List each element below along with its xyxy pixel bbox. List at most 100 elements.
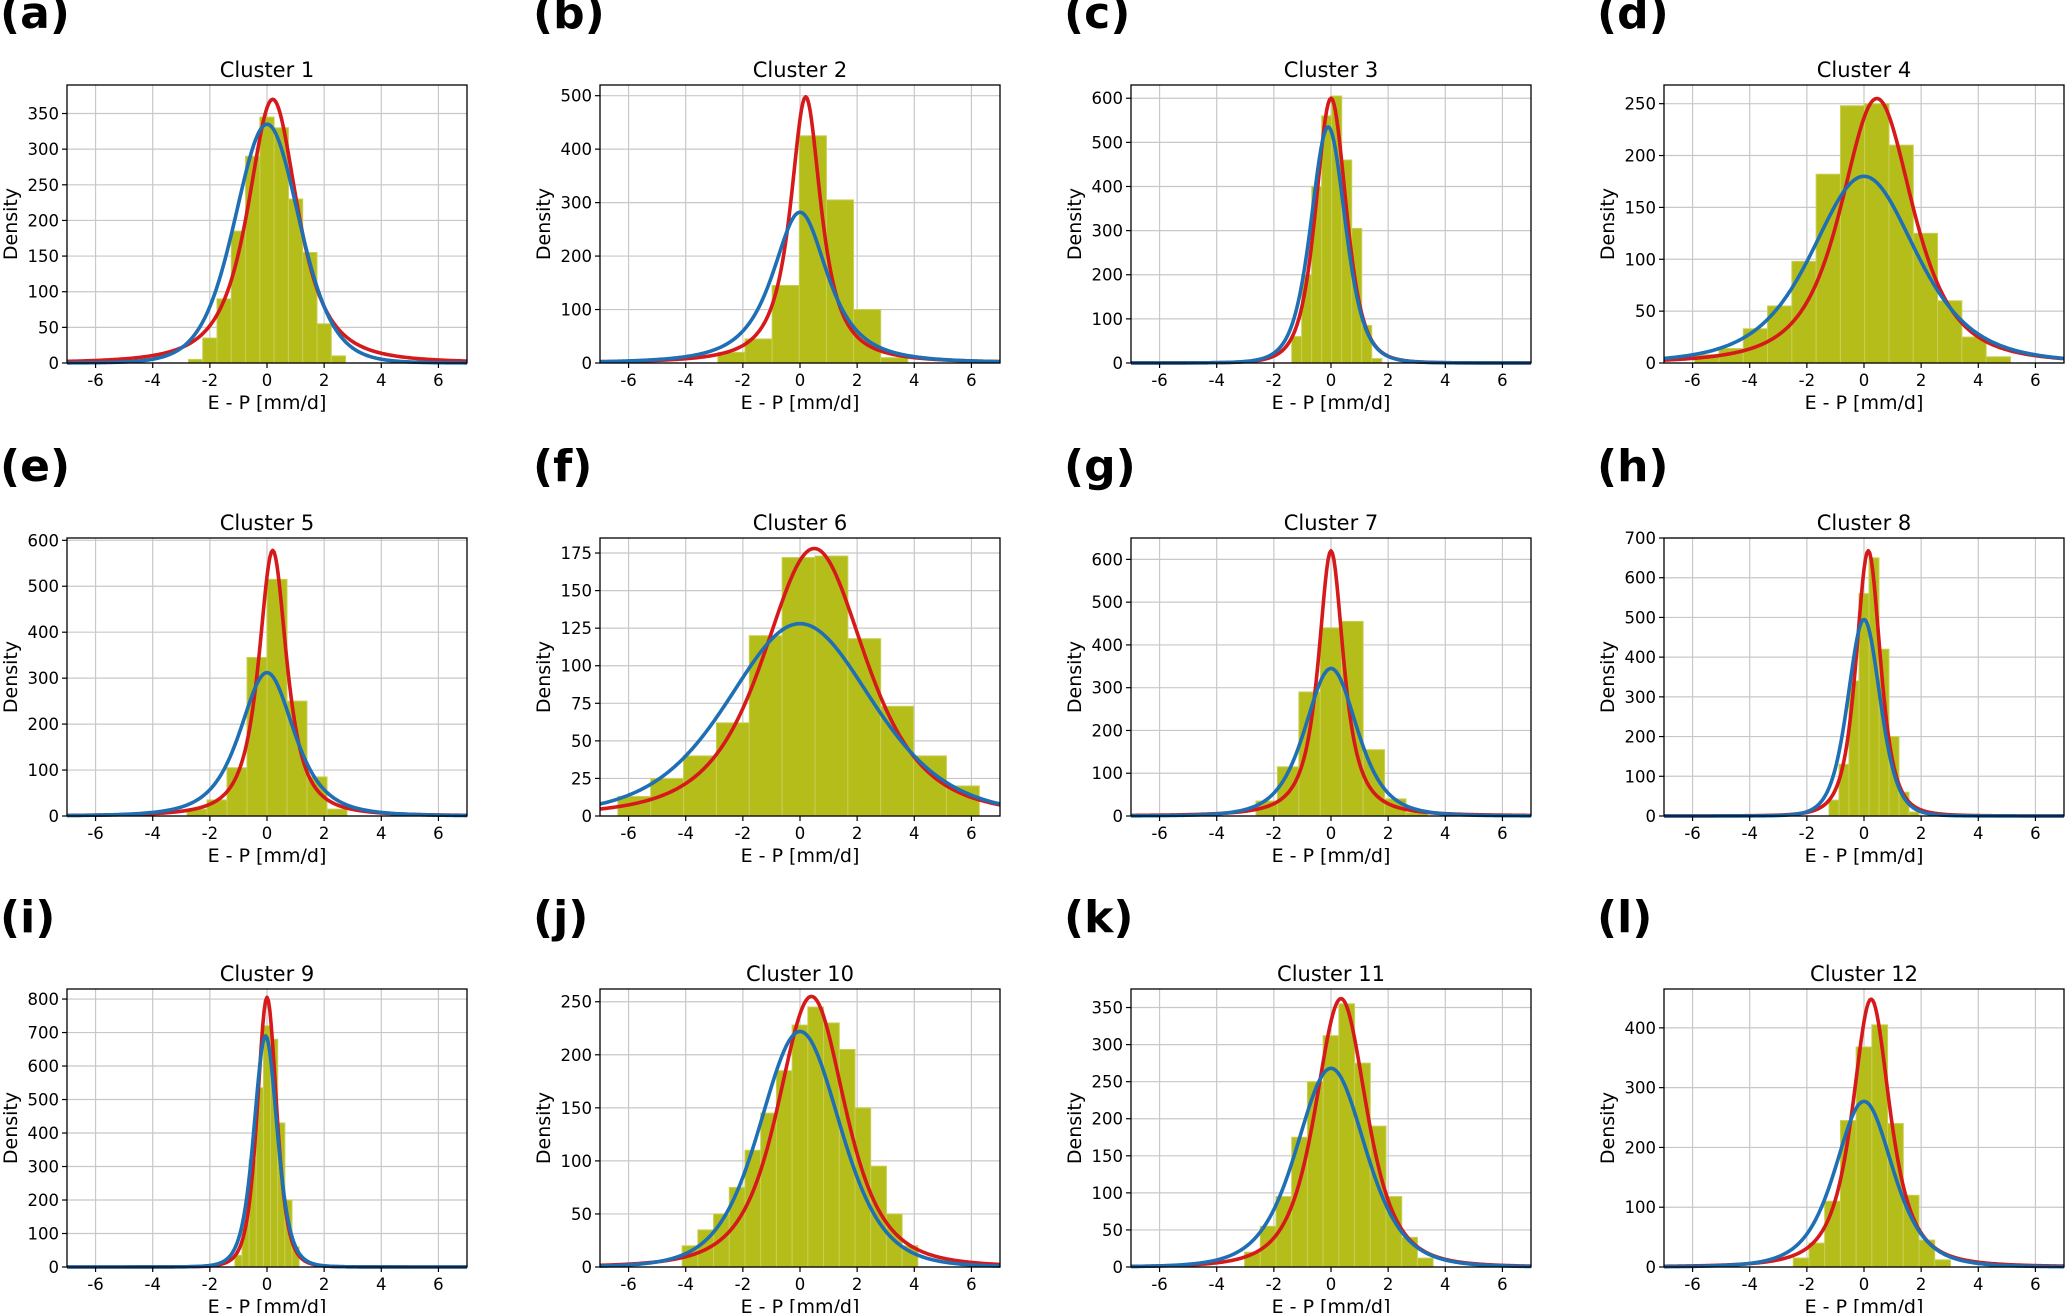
y-tick-label: 200: [1625, 728, 1657, 747]
y-tick-label: 250: [1092, 1073, 1124, 1092]
blue-fit-curve: [1130, 666, 1532, 818]
blue-fit-curve: [66, 670, 468, 818]
y-tick-label: 400: [1625, 648, 1657, 667]
x-tick-label: -2: [202, 371, 218, 390]
x-tick-label: 4: [909, 824, 920, 843]
x-tick-label: -2: [1799, 371, 1815, 390]
x-tick-label: -6: [620, 824, 636, 843]
plot-title: Cluster 4: [1817, 58, 1912, 82]
x-tick-label: 0: [262, 824, 273, 843]
x-tick-label: 0: [795, 824, 806, 843]
x-tick-label: -4: [1208, 1275, 1224, 1294]
y-axis-label: Density: [1597, 641, 1619, 713]
x-tick-label: 6: [1497, 824, 1508, 843]
histogram-bar: [683, 755, 717, 817]
plot-title: Cluster 10: [746, 962, 854, 986]
y-tick-label: 200: [28, 1191, 60, 1210]
red-fit-curve: [66, 97, 468, 364]
y-axis-label: Density: [533, 641, 555, 713]
x-tick-label: 6: [2030, 1275, 2041, 1294]
blue-fit-curve: [1663, 174, 2065, 361]
histogram-bar: [202, 337, 218, 364]
x-tick-label: 6: [966, 371, 977, 390]
y-tick-label: 700: [28, 1024, 60, 1043]
histogram-bar: [1791, 260, 1817, 364]
y-tick-label: 100: [1625, 250, 1657, 269]
x-tick-label: -2: [1266, 824, 1282, 843]
x-axis-label: E - P [mm/d]: [1272, 1296, 1391, 1313]
subplot-5: (e) Cluster 5 -6 -4 -2 0 2 4 6 0 100 200 300 400 500 60…: [0, 441, 468, 867]
histogram-bar: [1319, 627, 1343, 817]
y-axis-label: Density: [1064, 641, 1086, 713]
blue-fit-curve: [1130, 1066, 1532, 1269]
x-tick-label: 4: [376, 1275, 387, 1294]
y-tick-label: 400: [1625, 1019, 1657, 1038]
x-tick-label: -2: [1799, 824, 1815, 843]
y-tick-label: 100: [1092, 310, 1124, 329]
x-tick-label: -4: [144, 824, 160, 843]
blue-fit-curve: [599, 621, 1001, 806]
y-axis-label: Density: [1064, 1092, 1086, 1164]
x-tick-label: 4: [909, 371, 920, 390]
y-tick-label: 75: [571, 694, 592, 713]
x-tick-label: 2: [1383, 1275, 1394, 1294]
x-tick-label: 4: [1973, 371, 1984, 390]
y-tick-label: 200: [28, 715, 60, 734]
x-tick-label: -2: [202, 824, 218, 843]
red-fit-curve: [1663, 96, 2065, 362]
y-tick-label: 150: [561, 1099, 593, 1118]
plot-title: Cluster 6: [753, 511, 848, 535]
y-tick-label: 100: [1092, 764, 1124, 783]
y-tick-label: 200: [561, 1046, 593, 1065]
x-tick-label: 0: [795, 1275, 806, 1294]
histogram-bar: [316, 323, 332, 364]
x-tick-label: -6: [620, 1275, 636, 1294]
x-tick-label: -2: [735, 824, 751, 843]
x-tick-label: -2: [202, 1275, 218, 1294]
x-tick-label: -4: [144, 371, 160, 390]
x-tick-label: 2: [1916, 1275, 1927, 1294]
x-axis-label: E - P [mm/d]: [208, 392, 327, 414]
panel-label: (f): [533, 441, 592, 492]
x-tick-label: -4: [1741, 371, 1757, 390]
histogram-bar: [823, 1022, 840, 1268]
blue-fit-curve: [1663, 1099, 2065, 1269]
x-tick-label: 0: [1326, 824, 1337, 843]
x-tick-label: -2: [1799, 1275, 1815, 1294]
y-tick-label: 600: [1092, 550, 1124, 569]
x-axis-label: E - P [mm/d]: [1805, 392, 1924, 414]
x-tick-label: 2: [319, 1275, 330, 1294]
histogram-bar: [838, 1048, 856, 1268]
x-tick-label: 6: [1497, 371, 1508, 390]
plot-title: Cluster 11: [1277, 962, 1385, 986]
plot-title: Cluster 7: [1284, 511, 1379, 535]
x-tick-label: 6: [2030, 371, 2041, 390]
histogram-bar: [1888, 144, 1914, 364]
y-tick-label: 150: [1092, 1147, 1124, 1166]
histogram-bar: [1937, 300, 1963, 364]
histogram-bar: [1416, 1257, 1434, 1268]
x-tick-label: 0: [262, 371, 273, 390]
x-tick-label: -4: [677, 371, 693, 390]
x-tick-label: 0: [262, 1275, 273, 1294]
y-tick-label: 300: [28, 140, 60, 159]
y-tick-label: 350: [28, 105, 60, 124]
y-axis-label: Density: [533, 1092, 555, 1164]
y-tick-label: 100: [1625, 767, 1657, 786]
subplot-4: (d) Cluster 4 -6 -4 -2 0 2 4 6 0 50 100 150 200 250 E -…: [1597, 0, 2065, 414]
histogram-bar: [330, 355, 347, 364]
x-axis-label: E - P [mm/d]: [208, 1296, 327, 1313]
y-tick-label: 400: [28, 1124, 60, 1143]
x-tick-label: 0: [795, 371, 806, 390]
x-axis-label: E - P [mm/d]: [1272, 392, 1391, 414]
histogram-bar: [880, 357, 909, 364]
x-tick-label: 4: [1973, 824, 1984, 843]
x-tick-label: -4: [677, 824, 693, 843]
histogram-bar: [1338, 1003, 1356, 1268]
histogram-bar: [847, 638, 882, 817]
y-tick-label: 100: [28, 761, 60, 780]
y-tick-label: 0: [1113, 807, 1124, 826]
y-tick-label: 50: [571, 1205, 592, 1224]
x-tick-label: 2: [1383, 824, 1394, 843]
